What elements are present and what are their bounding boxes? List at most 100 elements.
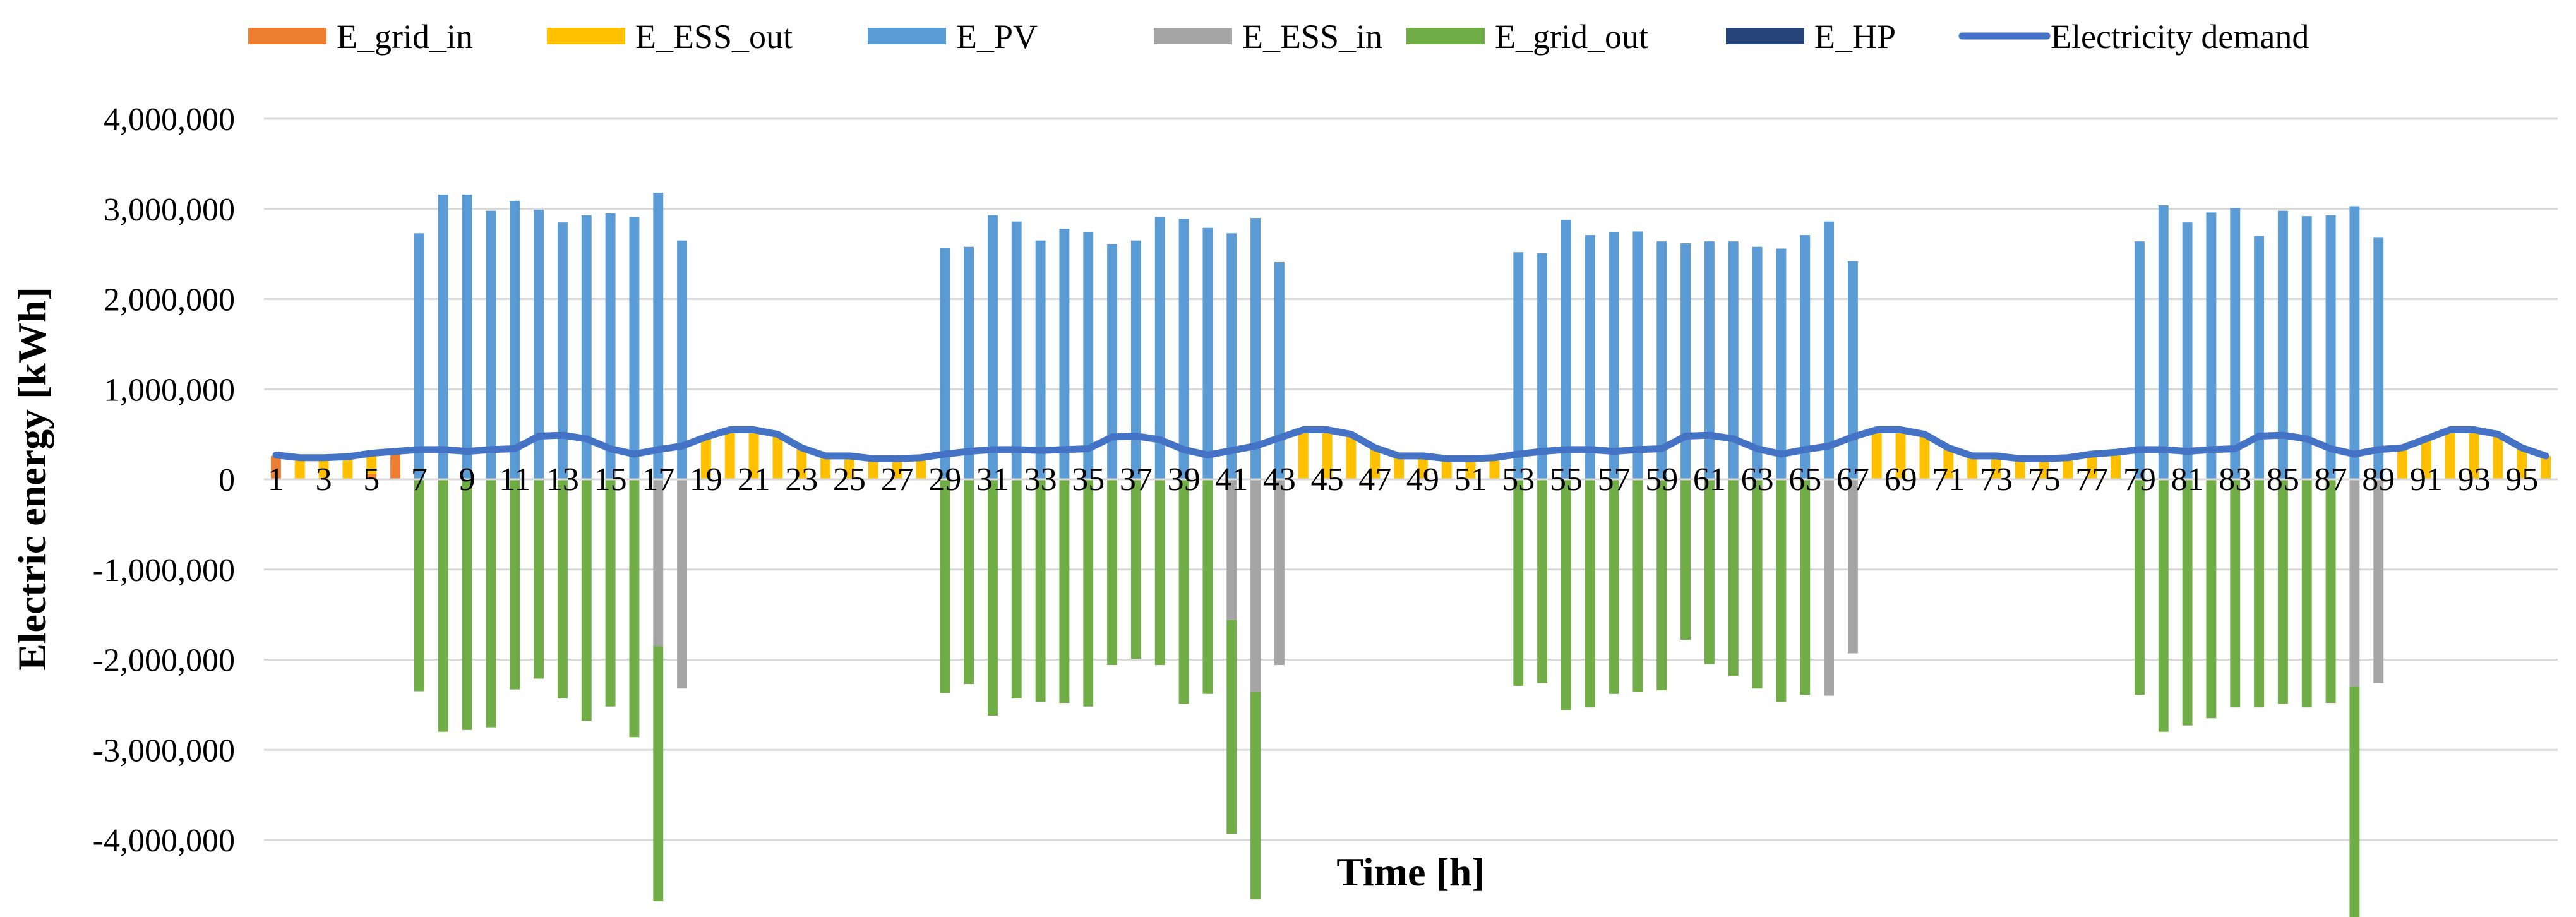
x-tick-label: 23	[785, 462, 818, 498]
legend-swatch-e-pv	[868, 28, 946, 44]
bar-e-ess-in-h67	[1847, 479, 1858, 654]
bar-e-ess-out-h3	[318, 457, 329, 479]
bar-e-pv-h81	[2182, 222, 2193, 479]
x-tick-label: 49	[1406, 462, 1439, 498]
bar-e-grid-out-h16	[629, 479, 640, 738]
x-tick-label: 7	[411, 462, 428, 498]
x-tick-label: 35	[1072, 462, 1105, 498]
bar-e-grid-out-h84	[2254, 479, 2265, 708]
legend-label-electricity-demand: Electricity demand	[2051, 18, 2309, 56]
bar-e-ess-out-h24	[820, 455, 831, 479]
bar-e-grid-out-h40	[1202, 479, 1213, 694]
x-tick-label: 75	[2028, 462, 2061, 498]
bar-e-ess-out-h47	[1370, 448, 1381, 479]
bar-e-pv-h29	[940, 248, 950, 479]
bar-e-ess-out-h93	[2469, 429, 2479, 479]
y-tick-label: -2,000,000	[93, 643, 235, 679]
bar-e-ess-out-h75	[2039, 458, 2049, 479]
x-tick-label: 1	[268, 462, 284, 498]
x-tick-label: 95	[2505, 462, 2538, 498]
bar-e-grid-out-h65	[1800, 479, 1811, 695]
y-axis-title: Electric energy [kWh]	[9, 287, 54, 671]
bar-e-pv-h79	[2134, 241, 2145, 479]
bar-e-pv-h82	[2206, 212, 2217, 479]
bar-e-pv-h65	[1800, 235, 1811, 479]
bar-e-pv-h38	[1154, 217, 1165, 479]
bar-e-pv-h61	[1704, 241, 1715, 479]
bar-e-ess-out-h92	[2445, 429, 2455, 479]
legend-swatch-e-grid-out	[1406, 28, 1485, 44]
x-tick-label: 3	[316, 462, 332, 498]
bar-e-pv-h11	[510, 200, 520, 479]
bar-e-grid-out-h33	[1035, 479, 1046, 702]
legend-swatch-e-grid-in	[248, 28, 326, 44]
bar-e-grid-out-h32	[1011, 479, 1022, 698]
x-tick-label: 33	[1024, 462, 1057, 498]
bar-e-pv-h39	[1178, 219, 1189, 479]
x-tick-label: 15	[594, 462, 627, 498]
bar-e-grid-out-h14	[581, 479, 592, 721]
bar-e-ess-out-h94	[2493, 434, 2503, 479]
bar-e-ess-out-h96	[2541, 455, 2551, 479]
bar-e-grid-out-h42	[1250, 692, 1261, 900]
bar-e-pv-h37	[1130, 240, 1141, 479]
bar-e-pv-h89	[2373, 237, 2384, 479]
x-tick-label: 43	[1263, 462, 1296, 498]
x-tick-label: 83	[2219, 462, 2251, 498]
bar-e-ess-out-h27	[892, 458, 902, 479]
x-tick-label: 59	[1645, 462, 1678, 498]
y-tick-label: -4,000,000	[93, 823, 235, 859]
x-tick-label: 19	[690, 462, 722, 498]
y-tick-label: -3,000,000	[93, 733, 235, 769]
bar-e-grid-out-h56	[1585, 479, 1595, 708]
bar-e-ess-out-h46	[1346, 434, 1357, 479]
bar-e-pv-h9	[462, 194, 472, 479]
bar-e-pv-h35	[1083, 232, 1094, 479]
bar-e-pv-h66	[1824, 221, 1835, 479]
bar-e-grid-out-h58	[1632, 479, 1643, 692]
legend-swatch-e-hp	[1726, 28, 1804, 44]
bar-e-ess-in-h89	[2373, 479, 2384, 683]
bar-e-pv-h86	[2301, 216, 2312, 479]
bar-e-grid-out-h39	[1178, 479, 1189, 704]
bar-e-ess-out-h76	[2063, 457, 2073, 479]
bar-e-grid-out-h53	[1513, 479, 1524, 686]
bar-e-pv-h33	[1035, 240, 1046, 479]
bar-e-ess-out-h77	[2087, 454, 2097, 479]
bar-e-grid-out-h11	[510, 479, 520, 690]
bar-e-grid-out-h29	[940, 479, 950, 693]
y-axis-tick-labels: -4,000,000 -3,000,000 -2,000,000 -1,000,000…	[93, 102, 235, 859]
x-tick-label: 61	[1693, 462, 1726, 498]
bar-e-grid-out-h35	[1083, 479, 1094, 707]
x-tick-label: 79	[2123, 462, 2156, 498]
legend-label-e-grid-in: E_grid_in	[337, 18, 473, 56]
bar-e-grid-out-h7	[414, 479, 424, 692]
y-tick-label: 3,000,000	[104, 192, 235, 228]
bar-e-pv-h58	[1632, 231, 1643, 479]
bar-e-ess-out-h78	[2111, 452, 2121, 479]
bar-series	[270, 193, 2551, 917]
bar-e-pv-h41	[1226, 233, 1237, 479]
bar-e-pv-h53	[1513, 252, 1524, 479]
x-axis-title: Time [h]	[1336, 849, 1485, 894]
x-tick-label: 13	[546, 462, 579, 498]
bar-e-ess-out-h19	[700, 438, 711, 479]
x-tick-label: 27	[881, 462, 914, 498]
bar-e-ess-out-h20	[724, 429, 735, 479]
bar-e-grid-out-h83	[2230, 479, 2241, 708]
bar-e-pv-h43	[1274, 261, 1285, 479]
bar-e-ess-out-h90	[2397, 448, 2408, 479]
x-tick-label: 73	[1980, 462, 2013, 498]
bar-e-grid-out-h88	[2349, 686, 2360, 917]
bar-e-ess-out-h50	[1441, 458, 1452, 479]
bar-e-grid-out-h54	[1537, 479, 1548, 683]
legend-label-e-hp: E_HP	[1814, 18, 1896, 56]
bar-e-grid-out-h57	[1609, 479, 1619, 694]
bar-e-ess-out-h49	[1417, 455, 1428, 479]
legend-label-e-grid-out: E_grid_out	[1495, 18, 1648, 56]
bar-e-grid-out-h59	[1656, 479, 1667, 691]
x-tick-label: 21	[738, 462, 770, 498]
bar-e-ess-out-h68	[1871, 429, 1882, 479]
bar-e-ess-out-h2	[294, 457, 305, 479]
bar-e-grid-in-h5	[366, 474, 377, 479]
